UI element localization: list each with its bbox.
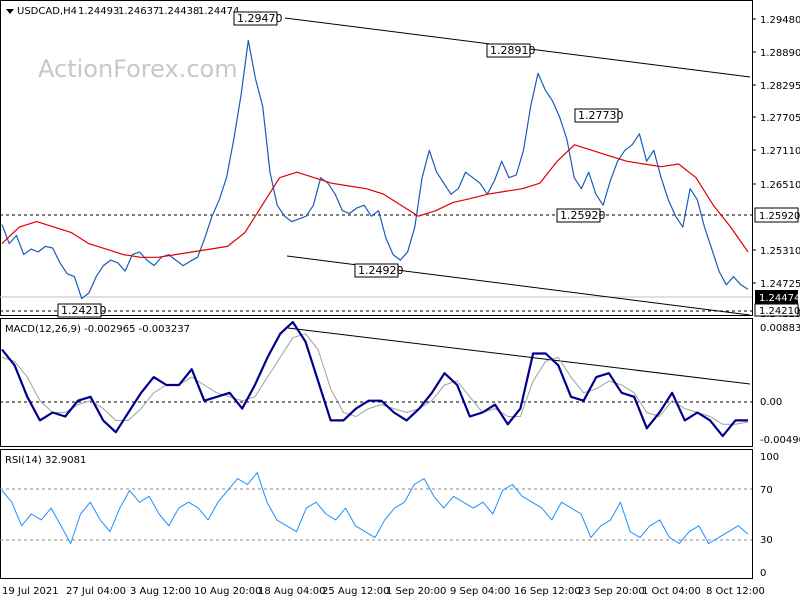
level-tag-label: 1.24210 [759, 306, 800, 317]
price-header: USDCAD,H4 1.24493 1.24637 1.24438 1.2447… [6, 6, 239, 17]
macd-y-axis: 0.008839 0.00 -0.004907 [760, 323, 800, 446]
x-tick-label: 19 Jul 2021 [2, 586, 59, 597]
annotation-box [574, 108, 619, 123]
x-tick-label: 23 Sep 20:00 [578, 586, 645, 597]
y-tick-label: 0 [760, 568, 766, 579]
current-price-tag-label: 1.24474 [759, 293, 800, 304]
symbol-label: USDCAD,H4 [17, 6, 77, 17]
annotation-box [354, 263, 399, 278]
rsi-y-axis: 100 70 30 0 [760, 452, 779, 579]
annotation-label: 1.24210 [61, 304, 107, 317]
rsi-line [1, 472, 749, 544]
annotation-box [57, 303, 102, 318]
x-tick-label: 10 Aug 20:00 [194, 586, 261, 597]
rsi-label: RSI(14) 32.9081 [5, 455, 86, 466]
y-tick-label: 1.28295 [760, 81, 800, 92]
price-series-layer [1, 39, 749, 300]
ohlc-high: 1.24637 [118, 6, 159, 17]
current-price-tag-box [755, 290, 798, 304]
annotation-box [233, 11, 278, 26]
macd-panel-frame [0, 318, 753, 447]
x-tick-label: 25 Aug 12:00 [322, 586, 389, 597]
ohlc-open: 1.24493 [78, 6, 119, 17]
price-annotations: 1.29470 1.28910 1.27730 1.25920 1.24920 … [57, 11, 624, 318]
annotation-label: 1.24920 [358, 264, 404, 277]
annotation-box [486, 43, 531, 58]
y-tick-label: 1.26510 [760, 180, 800, 191]
x-tick-label: 1 Sep 20:00 [386, 586, 446, 597]
annotation-label: 1.27730 [578, 109, 624, 122]
rsi-panel-frame [0, 449, 753, 579]
y-tick-label: 0.008839 [760, 323, 800, 334]
x-axis: 19 Jul 2021 27 Jul 04:00 3 Aug 12:00 10 … [2, 586, 765, 597]
level-tag-box [754, 303, 799, 317]
macd-label: MACD(12,26,9) -0.002965 -0.003237 [5, 324, 190, 335]
price-y-axis: 1.29480 1.28890 1.28295 1.27705 1.27110 … [752, 15, 800, 320]
macd-line [1, 320, 748, 438]
watermark: ActionForex.com [38, 55, 238, 83]
ohlc-close: 1.24474 [198, 6, 239, 17]
y-tick-label: 30 [760, 535, 773, 546]
x-tick-label: 27 Jul 04:00 [66, 586, 126, 597]
price-close-line [1, 39, 749, 300]
level-tag-box [754, 207, 799, 223]
level-tag-label: 1.25920 [759, 211, 800, 222]
y-tick-label: 1.29480 [760, 15, 800, 26]
macd-signal-line [1, 333, 749, 425]
y-tick-label: 70 [760, 485, 773, 496]
x-tick-label: 3 Aug 12:00 [130, 586, 191, 597]
macd-series-layer [1, 320, 749, 438]
x-tick-label: 9 Sep 04:00 [450, 586, 510, 597]
y-tick-label: 100 [760, 452, 779, 463]
annotation-label: 1.25920 [560, 209, 606, 222]
y-tick-label: 1.24725 [760, 279, 800, 290]
y-tick-label: 1.28890 [760, 48, 800, 59]
y-tick-label: 1.25310 [760, 246, 800, 257]
annotation-label: 1.28910 [490, 44, 536, 57]
rsi-series-layer [1, 472, 749, 544]
moving-average-line [1, 144, 749, 258]
x-tick-label: 18 Aug 04:00 [258, 586, 325, 597]
ohlc-low: 1.24438 [158, 6, 199, 17]
x-tick-label: 16 Sep 12:00 [514, 586, 581, 597]
annotation-box [556, 208, 601, 223]
x-tick-label: 8 Oct 12:00 [706, 586, 765, 597]
macd-trend-line [287, 327, 751, 385]
x-tick-label: 1 Oct 04:00 [642, 586, 701, 597]
y-tick-label: -0.004907 [760, 435, 800, 446]
price-panel-frame [0, 0, 753, 316]
annotation-label: 1.29470 [237, 12, 283, 25]
dropdown-triangle-icon [6, 9, 14, 14]
y-tick-label: 1.27110 [760, 146, 800, 157]
y-tick-label: 1.27705 [760, 113, 800, 124]
y-tick-label: 0.00 [760, 397, 782, 408]
